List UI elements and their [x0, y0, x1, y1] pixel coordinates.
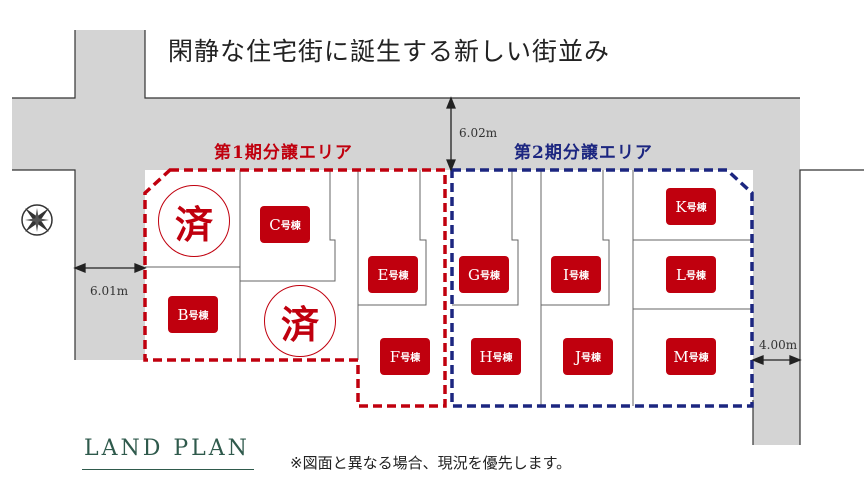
phase1-label: 第1期分譲エリア — [214, 143, 353, 163]
lot-j[interactable]: J 号棟 — [563, 338, 613, 375]
page-title: 閑静な住宅街に誕生する新しい街並み — [168, 37, 611, 66]
lot-letter: K — [675, 197, 687, 216]
phase1-boundary — [143, 168, 447, 408]
left-road-width: 6.01m — [90, 284, 129, 298]
lot-letter: I — [563, 265, 569, 284]
lot-m[interactable]: M 号棟 — [666, 338, 716, 375]
lot-e[interactable]: E 号棟 — [368, 256, 418, 293]
lot-suffix: 号棟 — [688, 353, 709, 364]
lot-suffix: 号棟 — [492, 353, 513, 364]
lot-h[interactable]: H 号棟 — [471, 338, 521, 375]
lot-letter: M — [673, 347, 689, 366]
lot-letter: B — [177, 305, 189, 324]
lot-suffix: 号棟 — [685, 271, 706, 282]
roads — [12, 30, 800, 445]
right-road-width: 4.00m — [759, 338, 798, 352]
lot-boundaries — [145, 170, 752, 406]
lot-areas — [145, 170, 752, 406]
lot-suffix: 号棟 — [400, 353, 421, 364]
lot-letter: C — [269, 215, 281, 234]
disclaimer-note: ※図面と異なる場合、現況を優先します。 — [290, 454, 572, 472]
lot-letter: G — [468, 265, 480, 284]
lot-letter: L — [676, 265, 686, 284]
lot-b[interactable]: B 号棟 — [168, 296, 218, 333]
brand-underline — [82, 469, 254, 470]
lot-letter: H — [479, 347, 493, 366]
dimension-arrows — [73, 96, 802, 365]
lot-suffix: 号棟 — [686, 203, 707, 214]
lot-k[interactable]: K 号棟 — [666, 188, 716, 225]
top-road-width: 6.02m — [459, 126, 498, 140]
lot-suffix: 号棟 — [280, 221, 301, 232]
lot-l[interactable]: L 号棟 — [666, 256, 716, 293]
lot-suffix: 号棟 — [581, 353, 601, 364]
brand-logo: LAND PLAN — [84, 436, 250, 461]
lot-letter: J — [574, 347, 581, 366]
road-edges — [12, 30, 864, 445]
lot-f[interactable]: F 号棟 — [380, 338, 430, 375]
lot-suffix: 号棟 — [568, 271, 589, 282]
lot-letter: E — [377, 265, 389, 284]
lot-suffix: 号棟 — [388, 271, 409, 282]
phase2-label: 第2期分譲エリア — [514, 143, 653, 163]
lot-c[interactable]: C 号棟 — [260, 206, 310, 243]
lot-i[interactable]: I 号棟 — [551, 256, 601, 293]
phase2-boundary — [450, 168, 754, 408]
lot-g[interactable]: G 号棟 — [459, 256, 509, 293]
lot-suffix: 号棟 — [188, 311, 209, 322]
lot-letter: F — [389, 347, 401, 366]
lot-suffix: 号棟 — [479, 271, 500, 282]
sold-mark-d: 済 — [264, 285, 336, 357]
sold-mark-a: 済 — [158, 185, 230, 257]
compass-icon — [21, 204, 53, 236]
